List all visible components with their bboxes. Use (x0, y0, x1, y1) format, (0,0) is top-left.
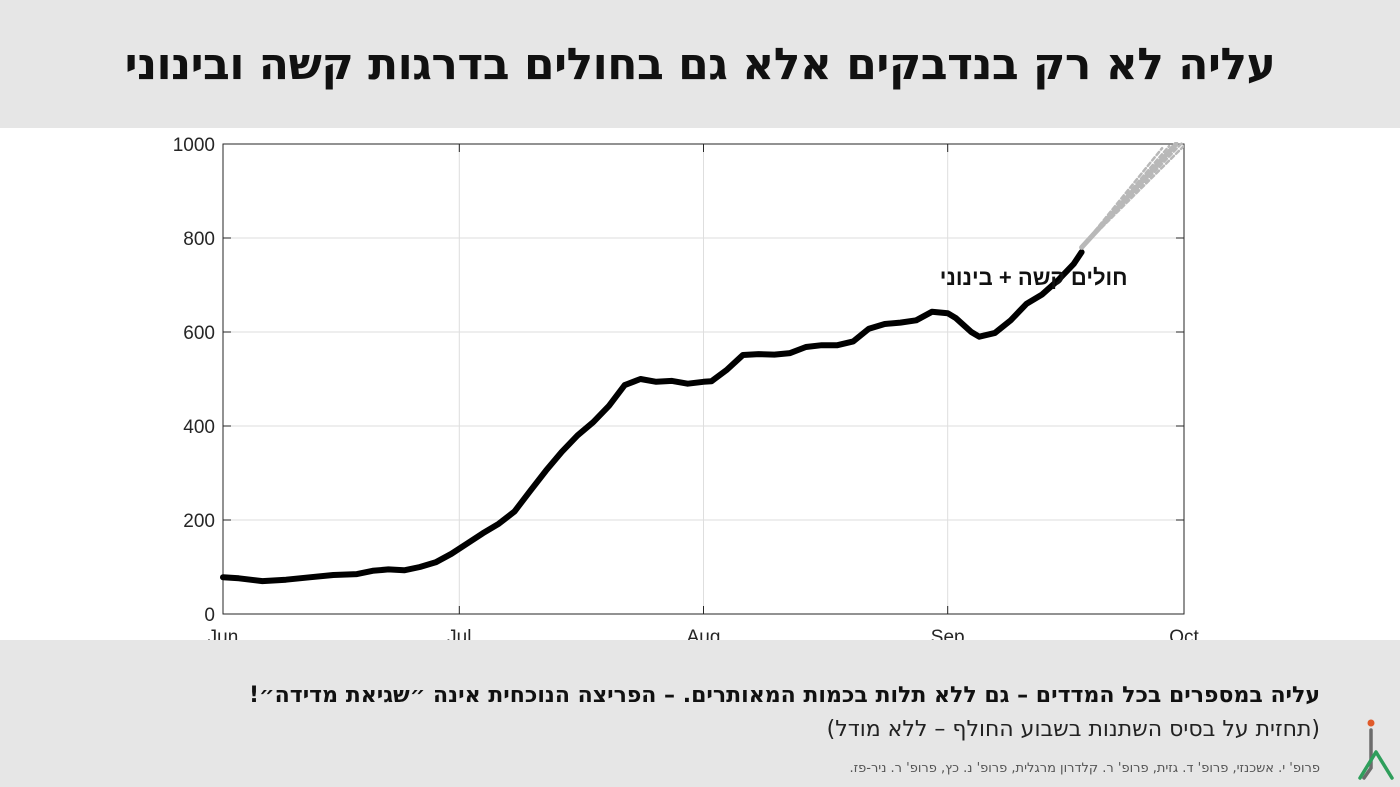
forecast-band (1079, 142, 1184, 250)
page-title: עליה לא רק בנדבקים אלא גם בחולים בדרגות … (124, 38, 1276, 90)
chart-panel: 0 200 400 600 800 1000 Jun Jul Aug Sep Oct חולים קש… (0, 128, 1400, 648)
footer-banner: עליה במספרים בכל המדדים – גם ללא תלות בכ… (0, 640, 1400, 787)
x-tick-label: Sep (931, 627, 965, 640)
x-tick-label: Oct (1169, 627, 1199, 640)
x-tick-label: Aug (687, 627, 721, 640)
series-annotation: חולים קשה + בינוני (940, 265, 1128, 290)
x-tick-label: Jul (447, 627, 471, 640)
institute-logo (1358, 719, 1394, 780)
x-tick-label: Jun (208, 627, 239, 640)
title-banner: עליה לא רק בנדבקים אלא גם בחולים בדרגות … (0, 0, 1400, 128)
y-tick-label: 1000 (173, 135, 215, 156)
forecast-line (1080, 144, 1184, 249)
logo-stem-icon (1362, 728, 1373, 780)
y-tick-label: 600 (183, 323, 215, 344)
series-line (220, 249, 1085, 585)
footer-subline: (תחזית על בסיס השתנות בשבוע החולף – ללא … (826, 717, 1320, 742)
logo-peak-icon (1358, 750, 1394, 780)
y-tick-label: 0 (204, 605, 215, 626)
footer-credits: פרופ' י. אשכנזי, פרופ' ד. גזית, פרופ' ר.… (849, 761, 1321, 776)
y-tick-label: 400 (183, 417, 215, 438)
logo-dot-icon (1367, 719, 1375, 727)
y-tick-label: 800 (183, 229, 215, 250)
footer-headline: עליה במספרים בכל המדדים – גם ללא תלות בכ… (249, 683, 1320, 708)
y-tick-label: 200 (183, 511, 215, 532)
line-chart: 0 200 400 600 800 1000 Jun Jul Aug Sep Oct חולים קש… (173, 135, 1200, 648)
